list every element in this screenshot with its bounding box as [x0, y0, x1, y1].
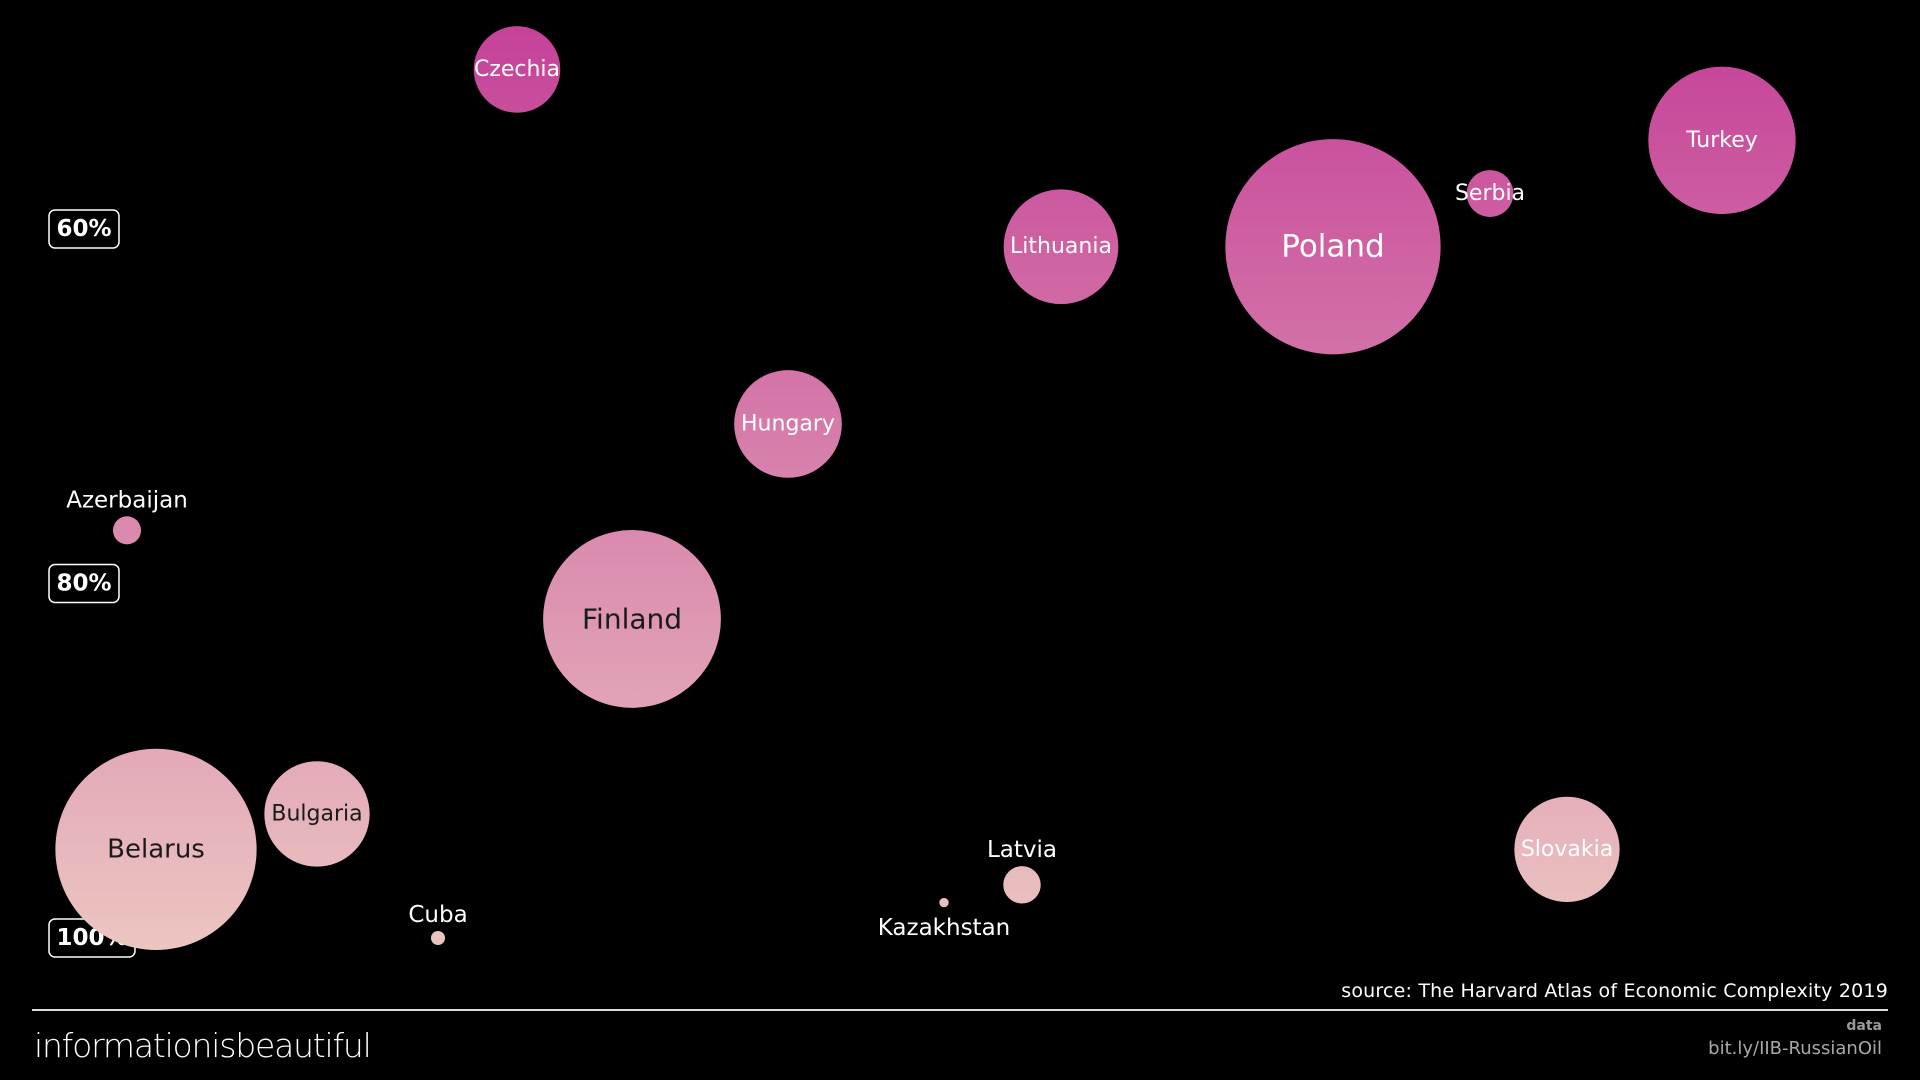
- y-tick-label: 60%: [56, 216, 111, 242]
- bubble-label-belarus: Belarus: [107, 834, 205, 864]
- bubble-label-cuba: Cuba: [408, 902, 467, 928]
- bubble-serbia[interactable]: [1466, 170, 1514, 217]
- bubble-turkey[interactable]: [1648, 66, 1796, 215]
- bubble-belarus[interactable]: [55, 748, 257, 950]
- y-tick-label: 80%: [56, 571, 111, 597]
- bubble-latvia[interactable]: [1003, 866, 1041, 904]
- bubble-hungary[interactable]: [734, 370, 842, 478]
- bubble-label-hungary: Hungary: [741, 411, 835, 436]
- bubble-label-bulgaria: Bulgaria: [271, 801, 362, 826]
- bubble-bulgaria[interactable]: [264, 761, 370, 867]
- bubble-label-kazakhstan: Kazakhstan: [878, 915, 1011, 941]
- bubble-czechia[interactable]: [473, 26, 561, 113]
- bubble-label-czechia: Czechia: [474, 57, 560, 82]
- y-tick-60: 60%: [48, 209, 120, 249]
- source-credit: source: The Harvard Atlas of Economic Co…: [1341, 980, 1888, 1002]
- bubble-label-latvia: Latvia: [987, 837, 1057, 863]
- bubble-label-poland: Poland: [1281, 229, 1385, 265]
- bubble-finland[interactable]: [543, 530, 721, 708]
- y-tick-box: [48, 563, 120, 604]
- data-link[interactable]: bit.ly/IIB-RussianOil: [1708, 1038, 1882, 1059]
- bubble-label-finland: Finland: [582, 602, 682, 635]
- bubble-kazakhstan[interactable]: [939, 897, 949, 908]
- brand-logo[interactable]: informationisbeautiful: [34, 1026, 372, 1065]
- y-tick-box: [48, 209, 120, 249]
- bubble-label-azerbaijan: Azerbaijan: [66, 487, 188, 513]
- bubble-slovakia[interactable]: [1514, 796, 1620, 903]
- bubble-azerbaijan[interactable]: [112, 516, 142, 545]
- bubble-label-lithuania: Lithuania: [1010, 234, 1112, 259]
- bubble-label-slovakia: Slovakia: [1521, 837, 1613, 862]
- bubble-label-turkey: Turkey: [1685, 128, 1758, 153]
- bubble-series: Czechia Turkey Serbia Lithuania Poland Hungar…: [55, 26, 1796, 950]
- footer-divider: [32, 1009, 1888, 1011]
- y-tick-80: 80%: [48, 563, 120, 604]
- bubble-cuba[interactable]: [430, 930, 446, 946]
- bubble-label-serbia: Serbia: [1455, 181, 1525, 206]
- bubble-lithuania[interactable]: [1003, 189, 1119, 305]
- bubble-poland[interactable]: [1225, 139, 1441, 355]
- data-label: data: [1846, 1018, 1882, 1034]
